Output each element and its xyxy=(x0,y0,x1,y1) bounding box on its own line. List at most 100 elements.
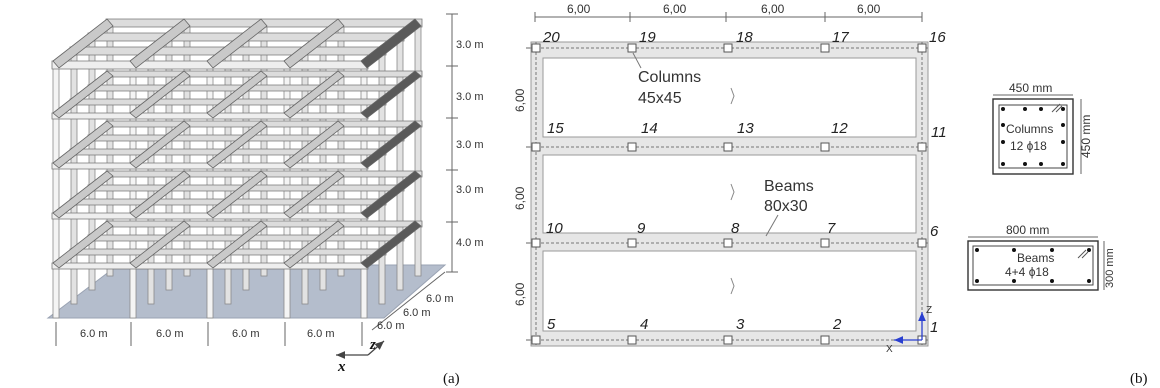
plan-z-axis-label: Z xyxy=(926,305,932,316)
node-number: 4 xyxy=(640,316,648,333)
node-number: 10 xyxy=(546,220,563,237)
panel-a-label: (a) xyxy=(443,371,460,387)
plan-column-marker xyxy=(627,335,637,345)
column-height-label: 450 mm xyxy=(1079,115,1093,158)
column-width-label: 450 mm xyxy=(1009,81,1052,95)
column-rebar-dot xyxy=(1001,140,1005,144)
top-span-dimension: 6,00 6,00 6,00 6,00 xyxy=(534,2,923,22)
plan-x-axis-label: X xyxy=(886,344,893,355)
z-span-label: 6.0 m xyxy=(377,320,405,332)
frame-beam-z xyxy=(52,70,114,119)
storey-height-label: 3.0 m xyxy=(456,91,484,103)
plan-column-marker xyxy=(820,142,830,152)
frame-column xyxy=(283,67,291,319)
plan-column-marker xyxy=(723,238,733,248)
beam-height-label: 300 mm xyxy=(1104,248,1116,288)
storey-height-dimension: 3.0 m 3.0 m 3.0 m 3.0 m 4.0 m xyxy=(446,13,484,273)
frame-beam-z xyxy=(283,220,345,269)
node-number: 18 xyxy=(736,29,753,46)
column-rebar-dot xyxy=(1039,107,1043,111)
top-span-label: 6,00 xyxy=(567,2,591,16)
frame-beam-z xyxy=(52,220,114,269)
storey-height-label: 3.0 m xyxy=(456,184,484,196)
columns-callout-title: Columns xyxy=(638,69,701,86)
frame-beam-z xyxy=(206,120,268,169)
beam-rebar-dot xyxy=(975,279,979,283)
beam-rebar-dot xyxy=(1087,248,1091,252)
x-span-dimension: 6.0 m 6.0 m 6.0 m 6.0 m xyxy=(55,322,363,346)
frame-beam-z xyxy=(129,120,191,169)
plan-view-panel: 6,00 6,00 6,00 6,00 6,00 6,00 6,00 xyxy=(513,2,1148,387)
node-number: 20 xyxy=(542,29,560,46)
column-rebar-dot xyxy=(1061,123,1065,127)
z-axis-label: z xyxy=(369,337,376,353)
frame-beam-z xyxy=(283,70,345,119)
plan-column-marker xyxy=(917,142,927,152)
z-span-label: 6.0 m xyxy=(403,307,431,319)
top-span-label: 6,00 xyxy=(761,2,785,16)
beam-rebar-dot xyxy=(1087,279,1091,283)
z-span-dimension: 6.0 m 6.0 m 6.0 m xyxy=(371,271,454,332)
frame-3d xyxy=(51,18,423,319)
frame-beam-z xyxy=(129,70,191,119)
frame-column xyxy=(378,53,386,305)
x-span-label: 6.0 m xyxy=(80,328,108,340)
frame-beam-z xyxy=(360,70,422,119)
frame-beam-z xyxy=(283,120,345,169)
column-rebar-label: 12 ϕ18 xyxy=(1010,139,1047,153)
beam-rebar-dot xyxy=(1012,279,1016,283)
plan-column-marker xyxy=(531,142,541,152)
beams-callout-title: Beams xyxy=(764,178,814,195)
frame-beam-z xyxy=(129,18,191,69)
plan-column-marker xyxy=(531,238,541,248)
columns-callout-size: 45x45 xyxy=(638,90,682,107)
node-number: 14 xyxy=(641,120,658,137)
plan-column-marker xyxy=(627,238,637,248)
node-number: 8 xyxy=(731,220,740,237)
plan-column-marker xyxy=(531,43,541,53)
frame-column xyxy=(206,67,214,319)
x-axis-label: x xyxy=(337,359,346,375)
plan-column-marker xyxy=(820,335,830,345)
node-number: 13 xyxy=(737,120,754,137)
axis-triad-b: X Z xyxy=(886,305,932,355)
plan-column-marker xyxy=(531,335,541,345)
frame-beam-z xyxy=(52,120,114,169)
beam-section: 800 mm 300 mm Beams 4+4 ϕ18 xyxy=(967,223,1116,291)
column-rebar-dot xyxy=(1023,107,1027,111)
frame-beam-z xyxy=(206,170,268,219)
frame-3d-panel: 3.0 m 3.0 m 3.0 m 3.0 m 4.0 m 6.0 m 6.0 … xyxy=(46,13,484,387)
column-rebar-dot xyxy=(1023,162,1027,166)
frame-column xyxy=(129,67,137,319)
columns-callout: Columns 45x45 xyxy=(632,52,701,107)
frame-beam-z xyxy=(129,170,191,219)
frame-beam-z xyxy=(360,120,422,169)
node-number: 15 xyxy=(547,120,564,137)
beam-section-title: Beams xyxy=(1017,251,1054,265)
storey-height-label: 3.0 m xyxy=(456,39,484,51)
side-span-label: 6,00 xyxy=(513,88,527,112)
beam-rebar-label: 4+4 ϕ18 xyxy=(1005,265,1049,279)
axis-triad-a: x z xyxy=(336,337,385,375)
node-number: 3 xyxy=(736,316,745,333)
node-numbers: 20 19 18 17 16 15 14 13 12 11 10 9 8 7 6… xyxy=(542,29,947,336)
plan-column-marker xyxy=(723,142,733,152)
node-number: 1 xyxy=(930,319,938,336)
frame-column xyxy=(52,67,60,319)
column-rebar-dot xyxy=(1001,162,1005,166)
frame-beam-z xyxy=(206,70,268,119)
plan-column-marker xyxy=(917,238,927,248)
x-span-label: 6.0 m xyxy=(307,328,335,340)
node-number: 19 xyxy=(639,29,656,46)
plan-column-marker xyxy=(723,335,733,345)
node-number: 5 xyxy=(547,316,556,333)
column-rebar-dot xyxy=(1061,140,1065,144)
frame-column xyxy=(396,39,404,291)
column-rebar-dot xyxy=(1001,123,1005,127)
column-section-title: Columns xyxy=(1006,122,1053,136)
plan-column-marker xyxy=(820,238,830,248)
panel-b-label: (b) xyxy=(1130,371,1148,387)
plan-column-marker xyxy=(917,43,927,53)
top-span-label: 6,00 xyxy=(857,2,881,16)
